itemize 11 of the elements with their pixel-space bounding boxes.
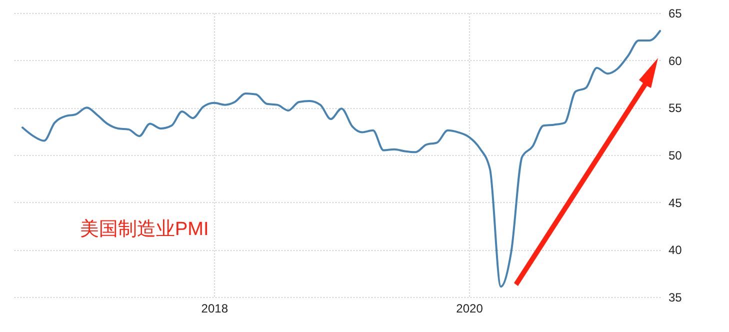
- y-tick-label: 50: [668, 148, 682, 162]
- x-tick-label: 2020: [456, 302, 484, 316]
- y-tick-label: 45: [668, 196, 682, 210]
- y-tick-label: 40: [668, 243, 682, 258]
- y-tick-label: 60: [668, 54, 682, 68]
- y-tick-label: 65: [668, 6, 682, 20]
- y-tick-label: 35: [668, 290, 682, 304]
- annotation: 美国制造业PMI: [80, 218, 209, 240]
- x-tick-label: 2018: [201, 302, 228, 316]
- y-tick-label: 55: [668, 101, 682, 116]
- line-series: [21, 30, 661, 288]
